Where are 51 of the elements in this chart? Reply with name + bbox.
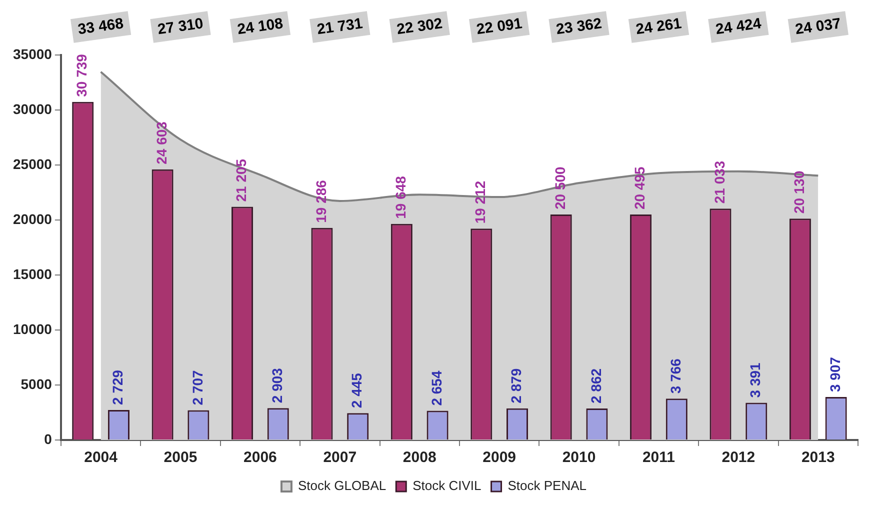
data-label: 22 091 bbox=[475, 15, 524, 38]
data-label: 23 362 bbox=[555, 15, 603, 38]
data-label: 21 205 bbox=[233, 158, 250, 202]
data-label: 20 130 bbox=[791, 170, 808, 214]
data-label: 24 037 bbox=[794, 15, 842, 38]
x-tick-label: 2008 bbox=[402, 449, 436, 466]
data-label: 24 108 bbox=[236, 15, 284, 38]
data-label: 2 879 bbox=[508, 368, 524, 404]
data-label: 2 729 bbox=[110, 370, 126, 405]
data-label: 22 302 bbox=[396, 15, 444, 38]
data-label: 19 212 bbox=[472, 180, 488, 224]
data-label: 3 766 bbox=[668, 358, 684, 394]
data-label: 33 468 bbox=[76, 15, 125, 38]
x-tick-label: 2009 bbox=[482, 449, 516, 466]
x-tick-label: 2012 bbox=[722, 449, 756, 466]
data-label: 3 907 bbox=[826, 356, 843, 392]
data-label: 2 903 bbox=[268, 368, 285, 404]
x-tick-label: 2006 bbox=[244, 449, 277, 466]
y-tick-label: 35000 bbox=[12, 46, 52, 62]
legend-label: Stock GLOBAL bbox=[298, 478, 386, 494]
data-label: 2 707 bbox=[189, 370, 206, 406]
data-label: 19 648 bbox=[392, 176, 409, 219]
x-tick-label: 2004 bbox=[84, 449, 118, 466]
x-tick-label: 2013 bbox=[801, 449, 835, 466]
y-tick-label: 25000 bbox=[12, 156, 52, 172]
x-tick-label: 2005 bbox=[164, 449, 198, 466]
data-label: 2 654 bbox=[428, 370, 444, 406]
data-label: 20 495 bbox=[632, 166, 648, 210]
x-tick-label: 2007 bbox=[323, 449, 357, 466]
data-label: 2 445 bbox=[348, 372, 365, 408]
x-tick-label: 2011 bbox=[642, 449, 676, 466]
data-label: 2 862 bbox=[588, 368, 604, 404]
data-label: 3 391 bbox=[747, 362, 764, 398]
y-tick-label: 5000 bbox=[20, 376, 52, 392]
data-label: 24 424 bbox=[714, 14, 763, 38]
y-tick-label: 10000 bbox=[12, 320, 52, 337]
data-label: 24 603 bbox=[153, 121, 170, 164]
legend-label: Stock PENAL bbox=[508, 478, 587, 494]
data-label: 21 731 bbox=[316, 15, 364, 38]
x-tick-label: 2010 bbox=[562, 449, 596, 466]
y-tick-label: 0 bbox=[44, 430, 52, 447]
data-label: 19 286 bbox=[312, 180, 329, 223]
data-label: 20 500 bbox=[552, 166, 568, 210]
data-label: 27 310 bbox=[156, 15, 204, 38]
data-label: 24 261 bbox=[634, 15, 683, 38]
y-tick-label: 30000 bbox=[12, 100, 52, 117]
data-label: 30 739 bbox=[74, 54, 90, 97]
y-tick-label: 15000 bbox=[12, 266, 52, 282]
legend-label: Stock CIVIL bbox=[412, 478, 482, 494]
y-tick-label: 20000 bbox=[12, 210, 52, 227]
data-label: 21 033 bbox=[711, 160, 728, 204]
